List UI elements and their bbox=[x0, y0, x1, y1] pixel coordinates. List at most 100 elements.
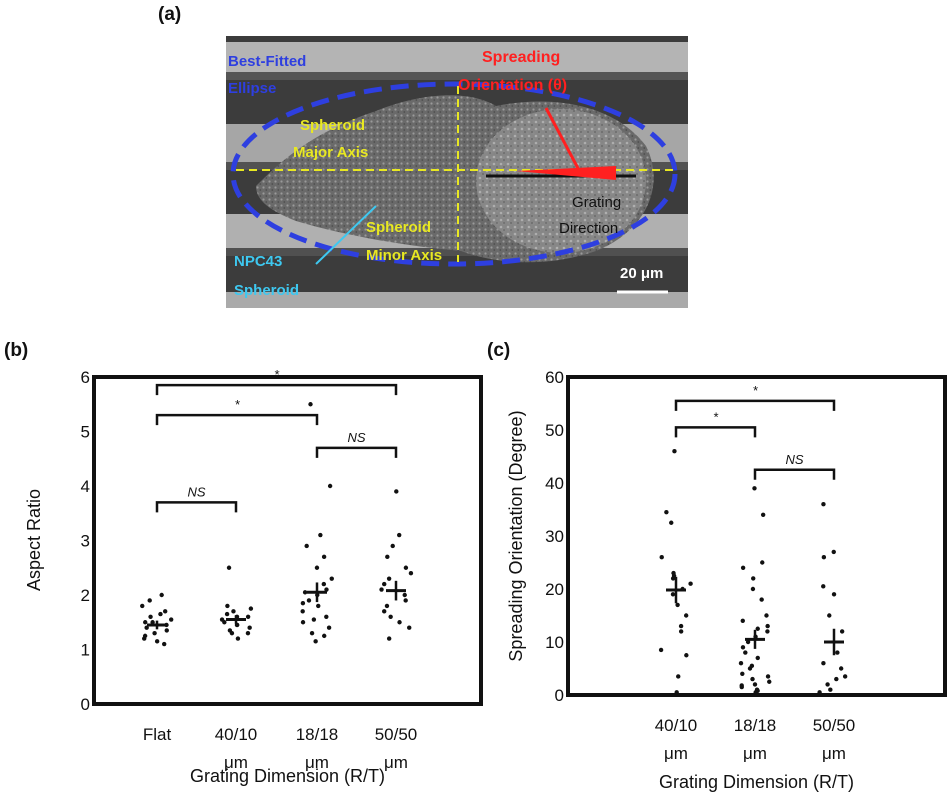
data-point-b bbox=[231, 609, 236, 614]
data-point-b bbox=[390, 543, 395, 549]
x-category-unit-b: μm bbox=[305, 753, 329, 772]
data-point-c bbox=[750, 586, 756, 592]
x-category-label-b: 18/18 bbox=[296, 725, 339, 744]
data-point-c bbox=[834, 676, 839, 682]
data-point-b bbox=[408, 571, 414, 576]
y-tick-label-c: 30 bbox=[545, 527, 564, 546]
y-tick-label-c: 20 bbox=[545, 580, 564, 599]
y-tick-label-c: 60 bbox=[545, 368, 564, 387]
spheroid-smooth-region bbox=[476, 109, 646, 253]
data-point-b bbox=[403, 565, 409, 570]
data-point-c bbox=[765, 674, 771, 679]
y-tick-label-b: 3 bbox=[81, 532, 90, 551]
data-point-b bbox=[248, 606, 254, 611]
y-tick-label-c: 10 bbox=[545, 633, 564, 652]
data-point-b bbox=[300, 609, 305, 614]
x-category-label-c: 40/10 bbox=[655, 716, 698, 735]
significance-bracket-b bbox=[155, 383, 398, 396]
data-point-c bbox=[745, 639, 751, 645]
data-point-b bbox=[321, 554, 327, 560]
data-point-b bbox=[329, 576, 334, 581]
data-point-b bbox=[385, 554, 390, 560]
data-point-c bbox=[750, 676, 755, 682]
data-point-b bbox=[245, 614, 251, 619]
data-point-b bbox=[384, 603, 390, 609]
spreading-orientation-label-2: Orientation (θ) bbox=[458, 77, 567, 94]
data-point-b bbox=[386, 636, 392, 641]
data-point-c bbox=[683, 613, 689, 618]
scale-bar-label: 20 μm bbox=[620, 265, 663, 282]
significance-label-c: * bbox=[752, 383, 758, 398]
y-tick-label-b: 0 bbox=[81, 695, 90, 714]
x-category-label-c: 18/18 bbox=[734, 716, 777, 735]
data-point-c bbox=[817, 690, 822, 695]
data-point-b bbox=[379, 587, 384, 592]
x-category-label-b: Flat bbox=[143, 725, 172, 744]
data-point-b bbox=[382, 581, 387, 587]
data-point-b bbox=[326, 625, 332, 630]
panel-label-b: (b) bbox=[4, 340, 29, 361]
x-category-label-b: 40/10 bbox=[215, 725, 258, 744]
data-point-c bbox=[740, 565, 746, 570]
x-category-unit-b: μm bbox=[224, 753, 248, 772]
data-point-c bbox=[749, 663, 755, 669]
significance-bracket-b bbox=[155, 413, 319, 426]
data-point-b bbox=[247, 625, 252, 630]
plot-frame-b bbox=[92, 375, 483, 706]
data-point-b bbox=[140, 603, 145, 609]
data-point-c bbox=[831, 549, 836, 555]
data-point-c bbox=[821, 584, 826, 589]
data-point-b bbox=[164, 628, 169, 633]
major-axis-label-2: Major Axis bbox=[293, 144, 368, 161]
data-point-b bbox=[300, 600, 306, 606]
data-point-c bbox=[688, 581, 693, 586]
data-point-c bbox=[760, 512, 766, 517]
data-point-c bbox=[674, 690, 679, 695]
x-axis-label-b: Grating Dimension (R/T) bbox=[190, 766, 385, 786]
data-point-b bbox=[322, 633, 327, 639]
data-point-b bbox=[150, 620, 155, 625]
data-point-b bbox=[304, 543, 309, 549]
data-point-b bbox=[321, 581, 327, 587]
data-point-c bbox=[760, 560, 765, 565]
data-point-b bbox=[219, 617, 225, 622]
panel-label-a: (a) bbox=[158, 4, 182, 25]
grating-direction-label-2: Direction bbox=[559, 220, 618, 237]
data-point-c bbox=[827, 613, 832, 618]
data-point-b bbox=[227, 628, 233, 633]
data-point-c bbox=[764, 613, 769, 618]
data-point-b bbox=[306, 598, 312, 603]
panel-label-c: (c) bbox=[487, 340, 511, 361]
data-point-c bbox=[765, 629, 770, 634]
x-category-unit-c: μm bbox=[743, 744, 767, 763]
data-point-b bbox=[162, 609, 168, 614]
data-point-c bbox=[835, 650, 840, 655]
y-tick-label-c: 50 bbox=[545, 421, 564, 440]
data-point-c bbox=[839, 629, 845, 634]
y-tick-label-c: 0 bbox=[555, 686, 564, 705]
data-point-b bbox=[402, 592, 407, 598]
y-axis-label-b: Aspect Ratio bbox=[24, 489, 44, 591]
data-point-b bbox=[382, 609, 387, 614]
data-point-b bbox=[309, 630, 315, 636]
data-point-c bbox=[678, 623, 684, 629]
data-point-c bbox=[740, 645, 746, 650]
data-point-c bbox=[738, 661, 744, 666]
data-point-b bbox=[152, 630, 157, 636]
data-point-c bbox=[831, 592, 837, 597]
data-point-c bbox=[752, 486, 757, 491]
data-point-b bbox=[143, 620, 148, 625]
significance-label-b: * bbox=[274, 367, 280, 382]
data-point-b bbox=[226, 565, 232, 570]
significance-label-b: NS bbox=[347, 430, 365, 445]
npc43-label-1: NPC43 bbox=[234, 253, 282, 270]
data-point-b bbox=[397, 620, 402, 625]
data-point-b bbox=[397, 532, 402, 538]
sem-micrograph: Best-Fitted Ellipse Spreading Orientatio… bbox=[226, 36, 688, 308]
y-tick-label-b: 2 bbox=[81, 586, 90, 605]
data-point-b bbox=[168, 617, 174, 622]
data-point-c bbox=[755, 655, 760, 661]
significance-bracket-c bbox=[753, 468, 836, 480]
significance-bracket-c bbox=[674, 426, 757, 438]
